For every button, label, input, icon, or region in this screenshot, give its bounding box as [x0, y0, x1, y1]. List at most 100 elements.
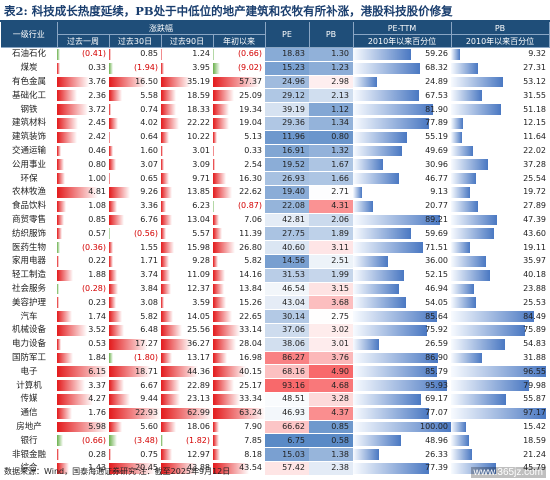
return-bar [57, 228, 62, 240]
pe-pctile-bar [353, 117, 430, 129]
pe-pctile-value: 71.51 [425, 242, 448, 252]
return-value: 12.97 [187, 449, 210, 459]
industry-name: 电子 [1, 364, 57, 380]
return-bar [57, 338, 62, 350]
table-row: 汽车 1.74 5.82 14.05 22.65 30.14 2.75 85.64 84.49 [1, 309, 549, 324]
return-value: 0.74 [140, 104, 158, 114]
pb-cell: 0.58 [309, 433, 353, 449]
return-cell: 33.34 [213, 392, 265, 407]
pe-pctile-bar [353, 352, 439, 364]
table-title: 表2: 科技成长热度延续，PB处于中低位的地产建筑和农牧有所补涨，港股科技股价修… [4, 4, 453, 18]
col-ret-30d: 过去30日 [109, 34, 162, 48]
pb-pctile-bar [451, 338, 505, 350]
pe-cell: 48.51 [265, 392, 309, 407]
return-value: 22.22 [187, 118, 210, 128]
pe-cell: 29.36 [265, 116, 309, 131]
pe-pctile-cell: 69.17 [353, 392, 451, 407]
return-cell: 11.39 [213, 226, 265, 242]
pe-pctile-cell: 85.79 [353, 364, 451, 380]
pe-pctile-cell: 59.26 [353, 47, 451, 62]
return-cell: 4.27 [57, 392, 109, 407]
return-cell: 0.23 [57, 295, 109, 311]
return-value: 18.06 [187, 421, 210, 431]
table-row: 商贸零售 0.85 6.76 13.04 7.06 42.81 2.06 89.21 47.39 [1, 213, 549, 228]
industry-name: 非银金融 [1, 447, 57, 462]
pe-pctile-value: 68.32 [425, 63, 448, 73]
pb-pctile-bar [451, 173, 477, 184]
pe-pctile-cell: 55.19 [353, 130, 451, 145]
pe-pctile-bar [353, 242, 424, 253]
return-value: 17.27 [135, 339, 158, 349]
table-row: 公用事业 0.80 3.07 3.09 2.54 19.52 1.67 30.96 37.28 [1, 157, 549, 173]
return-value: 9.71 [192, 173, 210, 183]
return-value: 16.50 [135, 76, 158, 86]
pb-pctile-cell: 23.88 [451, 282, 549, 297]
return-value: 36.27 [187, 339, 210, 349]
return-bar [109, 49, 111, 60]
pb-cell: 3.01 [309, 337, 353, 352]
return-cell: 5.82 [213, 254, 265, 269]
return-cell: 26.80 [213, 240, 265, 255]
pe-pctile-cell: 77.39 [353, 461, 451, 476]
return-bar [57, 255, 59, 267]
pe-cell: 16.91 [265, 144, 309, 159]
pb-pctile-cell: 84.49 [451, 309, 549, 324]
return-value: 3.36 [140, 201, 158, 211]
pb-cell: 2.75 [309, 309, 353, 324]
pe-pctile-bar [353, 62, 420, 74]
pb-pctile-value: 27.31 [523, 63, 546, 73]
pe-pctile-cell: 100.00 [353, 420, 451, 435]
return-bar [57, 324, 87, 336]
pb-cell: 0.80 [309, 130, 353, 145]
pb-pctile-bar [451, 242, 470, 253]
pe-pctile-bar [353, 449, 379, 460]
industry-name: 通信 [1, 406, 57, 421]
pe-pctile-value: 36.00 [425, 256, 448, 266]
return-cell: (1.82) [161, 433, 213, 449]
pe-pctile-cell: 26.59 [353, 337, 451, 352]
pb-pctile-bar [451, 393, 506, 405]
return-bar [161, 186, 173, 198]
return-value: 1.08 [88, 201, 106, 211]
pe-pctile-value: 89.21 [425, 214, 448, 224]
industry-valuation-table: 一级行业 涨跌幅 PE PB PE-TTM PB 过去一周 过去30日 过去90… [1, 22, 550, 476]
return-cell: 3.09 [161, 157, 213, 173]
pb-pctile-value: 45.79 [523, 463, 546, 473]
table-row: 非银金融 0.28 0.75 12.97 8.18 15.03 1.38 26.33 21.24 [1, 447, 549, 462]
return-cell: 62.99 [161, 406, 213, 421]
return-cell: 0.28 [57, 447, 109, 462]
return-value: 3.09 [192, 159, 210, 169]
return-bar [213, 49, 214, 60]
return-bar [161, 255, 169, 267]
return-value: (1.80) [133, 352, 158, 362]
pe-pctile-value: 52.15 [425, 270, 448, 280]
pb-pctile-value: 53.12 [523, 76, 546, 86]
return-value: 0.85 [140, 49, 158, 59]
return-value: 11.09 [187, 270, 210, 280]
return-bar [161, 421, 176, 433]
col-pe-pctile: 2010年以来百分位 [353, 34, 452, 48]
pb-pctile-cell: 55.87 [451, 392, 549, 407]
return-value: 10.22 [187, 132, 210, 142]
pb-pctile-cell: 53.12 [451, 75, 549, 90]
pe-pctile-value: 9.13 [430, 187, 448, 197]
pb-cell: 1.12 [309, 102, 353, 117]
return-bar [213, 269, 225, 281]
return-value: 23.13 [187, 394, 210, 404]
return-cell: 6.23 [161, 199, 213, 214]
industry-name: 交通运输 [1, 144, 57, 159]
return-cell: 1.08 [57, 199, 109, 214]
return-bar [213, 393, 241, 405]
return-bar [109, 76, 147, 88]
pb-pctile-bar [451, 324, 526, 336]
header-row-sub: 过去一周 过去30日 过去90日 年初以来 2010年以来百分位 2010年以来… [1, 34, 550, 48]
return-cell: 0.22 [57, 254, 109, 269]
return-value: 1.60 [140, 145, 158, 155]
return-cell: 1.84 [57, 351, 109, 366]
return-cell: 3.76 [57, 75, 109, 90]
pb-pctile-cell: 22.02 [451, 144, 549, 159]
pb-pctile-cell: 79.98 [451, 378, 549, 393]
return-value: (0.66) [81, 435, 106, 445]
return-cell: 28.04 [213, 337, 265, 352]
col-pb: PB [309, 22, 354, 48]
